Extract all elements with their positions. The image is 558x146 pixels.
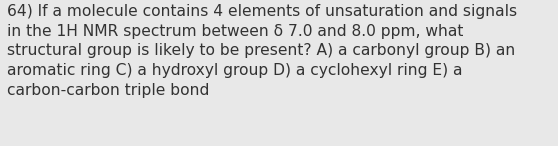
Text: 64) If a molecule contains 4 elements of unsaturation and signals
in the 1H NMR : 64) If a molecule contains 4 elements of… xyxy=(7,4,517,98)
